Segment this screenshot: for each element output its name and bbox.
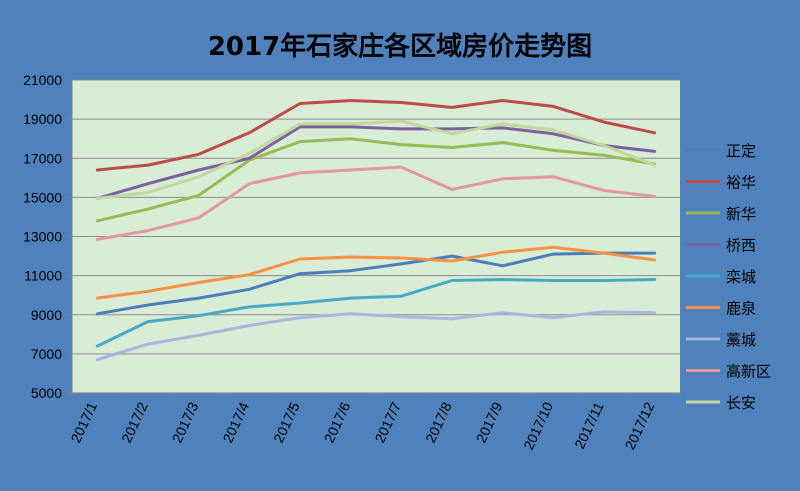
legend-label: 高新区 bbox=[726, 363, 771, 381]
series-line-9 bbox=[95, 119, 657, 200]
series-line-6 bbox=[95, 245, 657, 300]
legend-label: 栾城 bbox=[726, 268, 756, 286]
series-line-2 bbox=[95, 99, 657, 172]
legend-label: 桥西 bbox=[726, 237, 756, 255]
series-line-5 bbox=[95, 278, 657, 348]
chart-title: 2017年石家庄各区域房价走势图 bbox=[208, 31, 592, 62]
y-tick-label: 15000 bbox=[23, 189, 62, 205]
y-tick-label: 13000 bbox=[23, 229, 62, 245]
legend-label: 新华 bbox=[726, 205, 756, 223]
y-tick-label: 7000 bbox=[31, 346, 62, 362]
series-line-1 bbox=[95, 251, 657, 316]
y-tick-label: 9000 bbox=[31, 307, 62, 323]
legend-label: 藁城 bbox=[726, 331, 756, 349]
legend-label: 鹿泉 bbox=[726, 300, 756, 318]
y-tick-label: 21000 bbox=[23, 72, 62, 88]
series-line-3 bbox=[95, 137, 657, 223]
y-tick-label: 5000 bbox=[31, 385, 62, 401]
legend-label: 长安 bbox=[726, 394, 756, 412]
y-tick-label: 19000 bbox=[23, 111, 62, 127]
series-lines bbox=[95, 99, 657, 362]
series-line-7 bbox=[95, 310, 657, 362]
legend-label: 正定 bbox=[726, 142, 756, 160]
y-tick-label: 11000 bbox=[24, 268, 62, 284]
series-line-8 bbox=[95, 165, 657, 241]
legend-label: 裕华 bbox=[726, 174, 756, 192]
series-line-4 bbox=[95, 125, 657, 200]
y-tick-label: 17000 bbox=[23, 150, 62, 166]
